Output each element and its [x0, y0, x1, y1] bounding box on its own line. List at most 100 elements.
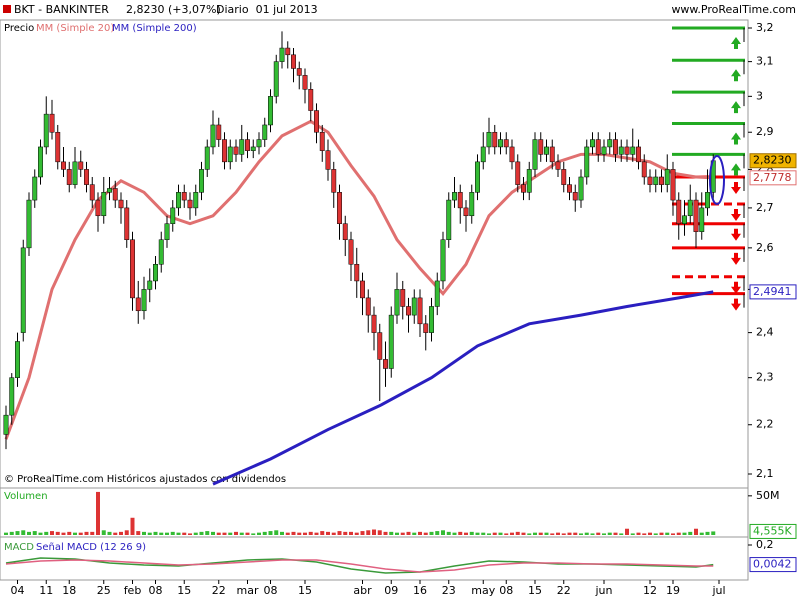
volume-bar: [533, 532, 537, 535]
candle-body: [268, 96, 273, 126]
candle-body: [687, 199, 693, 217]
volume-bar: [211, 531, 215, 535]
volume-bar: [464, 532, 468, 535]
candle-body: [285, 47, 291, 56]
volume-bar: [504, 533, 509, 535]
y-tick-label: 50M: [756, 489, 780, 502]
candle-body: [578, 176, 584, 201]
arrow: [731, 69, 741, 82]
x-tick-label: feb: [124, 584, 142, 597]
volume-bar: [222, 532, 227, 535]
volume-bar: [119, 531, 123, 535]
volume-bar: [475, 532, 480, 535]
candle-body: [141, 289, 147, 312]
candle-body: [66, 169, 72, 185]
candle-body: [325, 150, 331, 170]
candle-body: [601, 146, 607, 155]
volume-bar: [182, 532, 187, 535]
volume-bar: [648, 532, 652, 535]
line-series: [5, 559, 714, 573]
candle-body: [3, 414, 9, 435]
volume-bar: [538, 532, 543, 535]
volume-bar: [188, 533, 192, 535]
x-tick-label: 25: [97, 584, 111, 597]
x-tick-label: 15: [177, 584, 191, 597]
candle-body: [360, 280, 365, 299]
volume-bar: [67, 531, 72, 535]
volume-bar: [268, 531, 273, 535]
candle-body: [308, 89, 314, 111]
candle-body: [124, 207, 130, 240]
candle-body: [452, 192, 457, 201]
candle-body: [492, 131, 498, 148]
y-tick-label: 3: [756, 89, 763, 102]
volume-bar: [291, 531, 296, 535]
value-box: [749, 284, 797, 300]
candle-body: [463, 207, 469, 217]
candle-body: [682, 215, 687, 224]
volume-bar: [400, 532, 405, 535]
candle-body: [20, 247, 26, 333]
candle-body: [176, 192, 181, 209]
candle-body: [107, 188, 112, 193]
candle-body: [572, 192, 578, 201]
volume-bar: [694, 528, 698, 535]
x-tick-label: jun: [595, 584, 613, 597]
candle-body: [314, 110, 319, 133]
volume-bar: [61, 532, 66, 535]
candle-body: [331, 169, 337, 193]
volume-bar: [9, 531, 14, 535]
volume-bar: [314, 532, 319, 535]
macd-panel: [0, 536, 749, 581]
candle-body: [15, 341, 20, 378]
volume-bar: [607, 532, 612, 535]
volume-bar: [515, 531, 520, 535]
x-tick-label: 15: [298, 584, 312, 597]
axes: 3,23,132,92,82,72,62,52,42,32,22,1041118…: [11, 21, 797, 597]
volume-bar: [699, 532, 704, 535]
volume-bar: [4, 532, 8, 535]
candle-body: [296, 68, 302, 76]
volume-bar: [556, 532, 560, 535]
candle-body: [112, 188, 118, 201]
volume-bar: [366, 530, 371, 535]
candle-body: [446, 199, 452, 240]
volume-bar: [124, 530, 129, 535]
volume-bar: [613, 532, 618, 535]
candle-body: [561, 169, 567, 185]
candle-body: [469, 192, 475, 217]
volume-bar: [147, 532, 152, 535]
volume-bar: [521, 532, 526, 535]
x-tick-label: 04: [11, 584, 25, 597]
arrow: [731, 252, 741, 265]
x-tick-label: jul: [711, 584, 725, 597]
volume-bar: [418, 531, 422, 535]
candle-body: [475, 161, 480, 193]
y-tick-label: 2,7: [756, 201, 774, 214]
volume-bar: [337, 531, 342, 535]
volume-bar: [435, 531, 440, 535]
volume-bar: [142, 531, 146, 535]
volume-bar: [90, 531, 95, 535]
candle-body: [262, 124, 268, 140]
candle-body: [279, 47, 285, 62]
volume-bar: [32, 531, 37, 535]
highlight-ellipse: [709, 155, 725, 205]
candle-body: [555, 161, 561, 170]
volume-bar: [550, 533, 555, 535]
candle-body: [9, 377, 15, 416]
candle-body: [659, 176, 664, 185]
x-tick-label: 15: [528, 584, 542, 597]
x-tick-label: 08: [499, 584, 513, 597]
candle-body: [55, 131, 61, 163]
x-tick-label: 08: [264, 584, 278, 597]
candle-body: [135, 297, 141, 312]
volume-bar: [199, 531, 204, 535]
candle-body: [532, 139, 538, 170]
volume-bar: [579, 533, 583, 535]
y-tick-label: 3,1: [756, 55, 774, 68]
volume-bar: [205, 531, 210, 535]
candle-body: [647, 176, 653, 185]
